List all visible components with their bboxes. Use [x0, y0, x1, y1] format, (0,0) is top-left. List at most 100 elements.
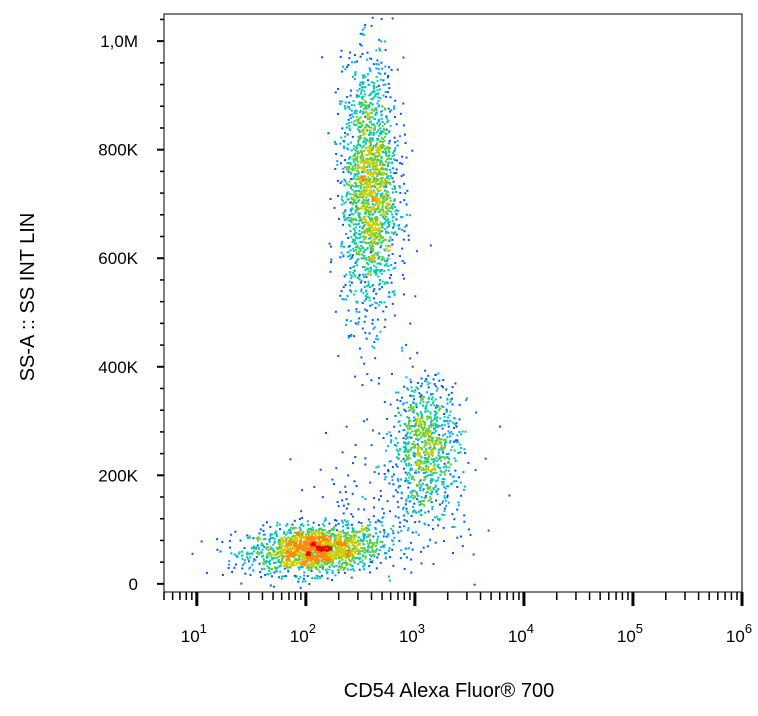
- data-point: [340, 243, 343, 245]
- data-point: [282, 556, 285, 559]
- data-point: [363, 508, 366, 511]
- data-point: [396, 500, 399, 503]
- data-point: [416, 430, 419, 433]
- data-point: [306, 520, 309, 523]
- data-point: [396, 68, 399, 71]
- data-point: [361, 28, 364, 31]
- data-point: [368, 528, 370, 531]
- data-point: [265, 548, 268, 551]
- data-point: [411, 401, 414, 404]
- data-point: [384, 95, 387, 98]
- data-point: [309, 541, 312, 544]
- data-point: [413, 443, 416, 446]
- data-point: [381, 507, 384, 510]
- data-point: [395, 213, 398, 216]
- data-point: [446, 456, 449, 459]
- data-point: [350, 217, 353, 220]
- data-point: [378, 189, 381, 192]
- data-point: [364, 457, 367, 460]
- data-point: [300, 547, 302, 550]
- data-point: [300, 543, 302, 546]
- data-point: [373, 165, 376, 168]
- data-point: [434, 430, 437, 433]
- data-point: [285, 543, 288, 546]
- data-point: [361, 177, 364, 180]
- data-point: [270, 537, 273, 540]
- data-point: [362, 547, 365, 550]
- data-point: [430, 478, 433, 480]
- data-point: [354, 209, 357, 212]
- data-point: [356, 157, 359, 160]
- data-point: [368, 256, 370, 258]
- data-point: [376, 318, 379, 321]
- data-point: [447, 501, 450, 504]
- data-point: [381, 540, 384, 543]
- data-point: [344, 557, 347, 560]
- data-point: [446, 402, 449, 405]
- data-point: [351, 541, 354, 544]
- data-point: [374, 550, 377, 553]
- data-point: [356, 118, 359, 121]
- data-point: [406, 425, 409, 428]
- data-point: [432, 487, 435, 490]
- data-point: [464, 452, 467, 454]
- data-point: [338, 554, 341, 557]
- data-point: [291, 560, 294, 563]
- data-point: [391, 466, 394, 469]
- data-point: [393, 136, 396, 139]
- data-point: [423, 445, 426, 448]
- data-point: [302, 563, 305, 566]
- data-point: [343, 218, 346, 221]
- data-point: [348, 124, 351, 127]
- data-point: [412, 497, 415, 500]
- data-point: [309, 528, 312, 531]
- data-point: [318, 536, 321, 539]
- data-point: [372, 258, 375, 261]
- data-point: [370, 541, 373, 544]
- data-point: [318, 559, 321, 562]
- data-point: [431, 440, 434, 443]
- data-point: [362, 159, 365, 162]
- data-point: [353, 538, 355, 541]
- data-points: [191, 16, 511, 589]
- data-point: [323, 537, 326, 540]
- data-point: [429, 417, 432, 420]
- data-point: [317, 524, 320, 527]
- data-point: [344, 201, 347, 204]
- data-point: [379, 162, 382, 165]
- data-point: [431, 452, 434, 455]
- data-point: [431, 505, 434, 508]
- data-point: [405, 510, 408, 513]
- data-point: [437, 488, 440, 490]
- data-point: [426, 490, 429, 493]
- data-point: [373, 154, 376, 157]
- data-point: [422, 431, 425, 434]
- data-point: [432, 402, 434, 405]
- data-point: [393, 158, 396, 161]
- data-point: [422, 400, 425, 403]
- data-point: [439, 417, 442, 420]
- data-point: [374, 301, 377, 304]
- data-point: [317, 544, 320, 547]
- data-point: [370, 192, 373, 195]
- data-point: [382, 181, 385, 183]
- data-point: [384, 149, 387, 152]
- data-point: [340, 241, 343, 243]
- data-point: [413, 478, 416, 481]
- data-point: [340, 100, 343, 103]
- data-point: [379, 330, 382, 333]
- data-point: [383, 145, 386, 148]
- data-point: [371, 345, 374, 348]
- data-point: [358, 216, 361, 219]
- data-point: [366, 309, 368, 312]
- data-point: [315, 557, 318, 560]
- data-point: [383, 164, 386, 166]
- data-point: [443, 470, 446, 473]
- data-point: [374, 125, 376, 128]
- data-point: [321, 546, 324, 549]
- data-point: [388, 276, 391, 279]
- data-point: [431, 454, 434, 457]
- data-point: [330, 538, 332, 541]
- data-point: [274, 550, 277, 553]
- data-point: [423, 496, 426, 499]
